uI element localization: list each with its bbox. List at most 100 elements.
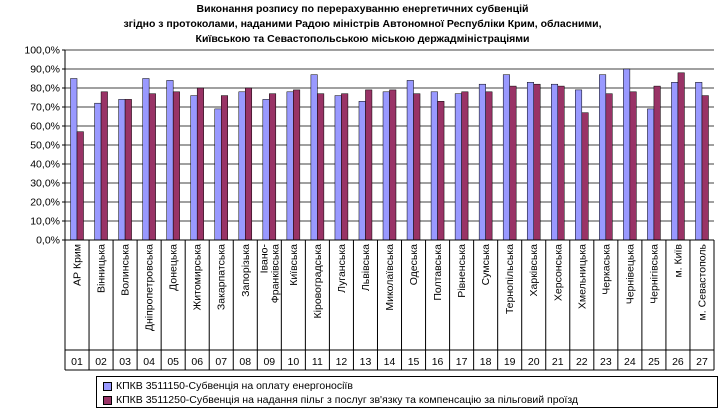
bar-series-2 (365, 89, 373, 241)
bar-series-2 (413, 93, 421, 241)
x-category-label: Рівненська (456, 244, 468, 298)
x-category-label: Черкаська (600, 244, 612, 295)
bar-series-1 (502, 74, 510, 241)
bar-series-1 (142, 78, 150, 241)
x-category-label: Волинська (120, 244, 132, 296)
x-code-label: 11 (312, 356, 323, 368)
x-category-label: Донецька (168, 244, 180, 291)
x-category-label: м. Севастополь (696, 243, 708, 320)
x-category-label: Кіровоградська (312, 244, 324, 319)
x-category-label: Вінницька (96, 244, 108, 293)
chart-title: Виконання розпису по перерахуванню енерг… (0, 2, 725, 47)
x-code-label: 04 (143, 356, 155, 368)
y-tick-label: 60,0% (30, 121, 60, 133)
y-tick-label: 40,0% (30, 159, 60, 171)
x-code-label: 10 (288, 356, 300, 368)
x-code-label: 27 (696, 356, 708, 368)
x-category-label: Хмельницька (576, 244, 588, 309)
x-code-label: 23 (600, 356, 612, 368)
x-category-label: Франківська (269, 244, 281, 303)
bar-series-2 (245, 87, 253, 241)
y-tick-label: 80,0% (30, 83, 60, 95)
x-category-label: Запорізька (240, 244, 252, 297)
x-category-label: Сумська (480, 244, 492, 285)
x-category-label: Чернівецька (624, 244, 636, 304)
bar-series-2 (557, 85, 565, 241)
x-code-label: 24 (624, 356, 636, 368)
x-code-label: 09 (263, 356, 275, 368)
legend-item-series-1: КПКВ 3511150-Субвенція на оплату енергон… (103, 379, 353, 393)
bar-series-1 (214, 108, 222, 241)
x-category-label: Київська (288, 244, 300, 286)
y-tick-label: 70,0% (30, 102, 60, 114)
x-code-label: 21 (552, 356, 564, 368)
bar-series-1 (238, 91, 246, 241)
bar-series-1 (575, 89, 583, 241)
bar-series-2 (485, 91, 493, 241)
x-code-label: 18 (480, 356, 492, 368)
bar-series-2 (317, 93, 325, 241)
bar-series-1 (190, 95, 198, 241)
chart-title-line-1: Виконання розпису по перерахуванню енерг… (196, 3, 529, 15)
x-code-label: 19 (504, 356, 516, 368)
bar-series-1 (286, 91, 294, 241)
bar-series-2 (389, 89, 397, 241)
bar-series-2 (293, 89, 301, 241)
bar-series-1 (166, 80, 174, 241)
bar-series-2 (461, 91, 469, 241)
chart-title-line-2: згідно з протоколами, наданими Радою мін… (123, 18, 602, 30)
bar-series-2 (100, 91, 108, 241)
bar-series-1 (623, 68, 631, 241)
bar-series-2 (76, 131, 84, 241)
x-category-label: АР Крим (72, 244, 84, 286)
bar-series-1 (334, 95, 342, 241)
bar-series-1 (647, 108, 655, 241)
x-code-label: 25 (648, 356, 660, 368)
bar-series-1 (526, 82, 534, 241)
x-code-label: 14 (384, 356, 396, 368)
y-tick-label: 100,0% (24, 45, 60, 57)
bar-series-1 (118, 99, 126, 241)
bar-series-2 (124, 99, 132, 241)
y-tick-label: 50,0% (30, 140, 60, 152)
bar-series-1 (70, 78, 78, 241)
bar-series-1 (454, 93, 462, 241)
x-code-label: 07 (215, 356, 227, 368)
x-code-label: 17 (456, 356, 468, 368)
bar-series-2 (509, 85, 517, 241)
legend-swatch-series-1 (103, 381, 112, 391)
x-category-label: Одеська (408, 244, 420, 285)
x-category-label: Херсонська (552, 244, 564, 301)
x-code-label: 01 (71, 356, 83, 368)
x-code-label: 02 (95, 356, 107, 368)
bar-series-2 (677, 72, 685, 241)
x-category-label: Івано- (258, 244, 270, 274)
bar-series-2 (172, 91, 180, 241)
chart-legend: КПКВ 3511150-Субвенція на оплату енергон… (96, 376, 718, 408)
bar-series-1 (599, 74, 607, 241)
bar-series-2 (605, 93, 613, 241)
bar-series-2 (629, 91, 637, 241)
bar-series-1 (430, 91, 438, 241)
x-code-label: 03 (119, 356, 131, 368)
y-tick-label: 20,0% (30, 197, 60, 209)
x-code-label: 13 (360, 356, 372, 368)
bar-series-1 (310, 74, 318, 241)
y-tick-label: 90,0% (30, 64, 60, 76)
x-code-label: 15 (408, 356, 420, 368)
bar-series-1 (695, 82, 703, 241)
bar-series-2 (581, 112, 589, 241)
legend-item-series-2: КПКВ 3511250-Субвенція на надання пільг … (103, 393, 578, 407)
bar-series-2 (341, 93, 349, 241)
x-code-label: 26 (672, 356, 684, 368)
bar-series-1 (94, 102, 102, 241)
bar-series-2 (437, 101, 445, 241)
x-category-label: Закарпатська (216, 244, 228, 310)
chart-title-line-3: Київською та Севастопольською міською де… (195, 33, 530, 45)
x-category-label: Миколаївська (384, 244, 396, 311)
x-code-label: 06 (191, 356, 203, 368)
x-code-label: 08 (239, 356, 251, 368)
y-tick-label: 30,0% (30, 178, 60, 190)
bar-series-2 (533, 83, 541, 241)
